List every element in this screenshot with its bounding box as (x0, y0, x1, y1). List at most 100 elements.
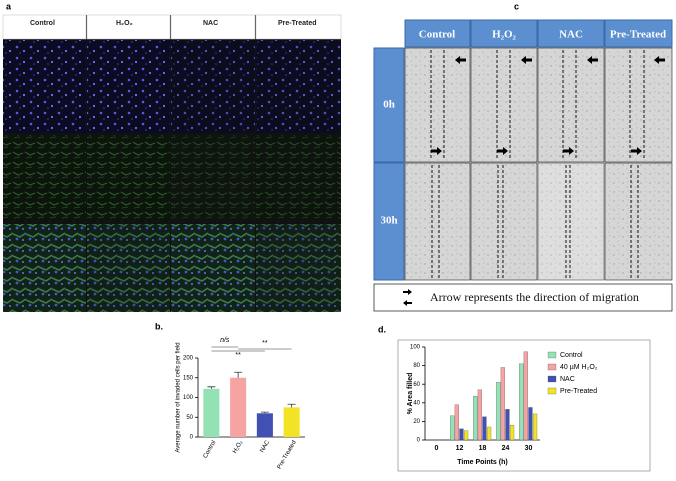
bar (519, 363, 524, 441)
panel-c: Control H₂O₂ NAC Pre-Treated 0h 30h Arro… (373, 19, 673, 312)
x-tick-label: NAC (259, 439, 271, 454)
micrograph (3, 40, 86, 133)
bar (283, 407, 300, 437)
bar (486, 426, 492, 441)
header-cell (537, 19, 605, 48)
column-header: NAC (559, 29, 583, 41)
bar (256, 413, 273, 437)
legend-label: Pre-Treated (560, 388, 597, 395)
micrograph (87, 40, 170, 133)
x-tick-label: 18 (479, 445, 487, 452)
y-tick-label: 150 (183, 375, 194, 381)
legend-text: Arrow represents the direction of migrat… (430, 290, 639, 304)
legend-swatch (547, 363, 557, 371)
annotation: ** (235, 352, 241, 359)
column-header: H₂O₂ (492, 29, 516, 41)
y-tick-label: 40 (413, 400, 420, 406)
error-bar (260, 411, 269, 414)
legend-label: NAC (560, 376, 575, 383)
header-cell (86, 14, 171, 40)
micrograph (171, 135, 255, 222)
column-header: Control (419, 29, 455, 41)
scratch-edges (430, 50, 645, 278)
row-label: 30h (380, 215, 397, 227)
panel-label: b. (155, 321, 163, 331)
bar (459, 428, 464, 441)
y-tick-label: 50 (186, 415, 193, 421)
micrograph (3, 224, 86, 312)
arrows (431, 56, 665, 155)
micrograph (87, 224, 170, 312)
column-header: Control (30, 20, 55, 27)
y-tick-label: 60 (413, 382, 420, 388)
legend-swatch (547, 387, 557, 395)
scratch-image (537, 47, 605, 163)
scratch-image (404, 162, 471, 281)
row-label: 0h (383, 99, 395, 111)
bar (482, 416, 487, 441)
scratch-image (537, 162, 605, 281)
error-bar (207, 386, 216, 389)
bar (509, 424, 515, 441)
y-tick-label: 100 (183, 395, 194, 401)
micrograph (256, 135, 341, 222)
column-header: NAC (203, 20, 218, 27)
row-header (373, 162, 405, 281)
legend-label: 40 µM H₂O₂ (560, 364, 598, 371)
bar (496, 382, 501, 441)
bar (500, 367, 505, 441)
column-header: Pre-Treated (610, 29, 666, 41)
scratch-image (404, 47, 471, 163)
header-cell (404, 19, 471, 48)
header-cell (170, 14, 256, 40)
bar (230, 377, 247, 437)
panel-label: c (514, 1, 519, 11)
bar (523, 351, 528, 441)
scratch-image (604, 47, 673, 163)
x-tick-label: Control (203, 440, 218, 460)
column-header: Pre-Treated (278, 20, 317, 27)
panel-a: Control H₂O₂ NAC Pre-Treated (2, 14, 342, 312)
x-axis-label: Time Points (h) (457, 459, 507, 466)
y-tick-label: 100 (410, 345, 421, 351)
scratch-image (470, 47, 538, 163)
legend-swatch (547, 375, 557, 383)
bar (528, 407, 533, 441)
bar (473, 396, 478, 441)
header-cell (2, 14, 87, 40)
bar (477, 389, 482, 441)
bar (463, 430, 469, 441)
x-tick-label: 30 (525, 445, 533, 452)
y-tick-label: 0 (417, 438, 421, 444)
scratch-image (470, 162, 538, 281)
legend-box (373, 283, 673, 312)
column-header: H₂O₂ (116, 20, 133, 27)
y-tick-label: 0 (190, 435, 194, 441)
y-axis-label: Average number of invaded cells per fiel… (176, 342, 182, 452)
micrograph (87, 135, 170, 222)
x-tick-label: 12 (456, 445, 464, 452)
header-cell (470, 19, 538, 48)
x-tick-label: 0 (435, 445, 439, 452)
legend-label: Control (560, 352, 583, 359)
micrograph (3, 135, 86, 222)
y-tick-label: 200 (183, 356, 194, 362)
panel-label: d. (378, 324, 386, 334)
error-bar (234, 371, 243, 378)
annotation: ** (262, 340, 268, 347)
row-header (373, 47, 405, 163)
bar (450, 415, 455, 441)
x-tick-label: Pre-Treated (277, 440, 298, 471)
x-tick-label: 24 (502, 445, 510, 452)
micrograph (256, 40, 341, 133)
annotation: n/s (220, 337, 230, 344)
bar (454, 404, 459, 441)
bar (203, 388, 220, 437)
legend-arrows (403, 289, 412, 306)
y-tick-label: 20 (413, 419, 420, 425)
panel-label: a (6, 1, 12, 11)
header-cell (604, 19, 673, 48)
y-tick-label: 80 (413, 363, 420, 369)
corner (374, 20, 404, 48)
